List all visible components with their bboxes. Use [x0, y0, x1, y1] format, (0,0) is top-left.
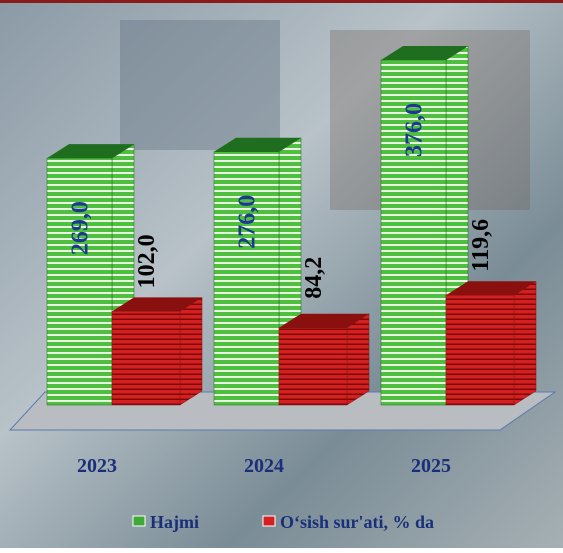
bar [380, 59, 447, 406]
bar [111, 311, 181, 406]
x-tick-label: 2024 [244, 455, 284, 477]
bar-top [112, 297, 202, 312]
bar-side [513, 280, 537, 406]
data-label: 269,0 [68, 201, 94, 255]
bar-side [179, 296, 203, 406]
x-tick-label: 2025 [411, 455, 451, 477]
bar [46, 157, 113, 406]
data-label: 276,0 [235, 195, 261, 249]
legend-swatch [262, 515, 276, 527]
bar [445, 295, 515, 406]
data-label: 84,2 [301, 257, 327, 299]
bar-top [446, 281, 536, 296]
legend-swatch [132, 515, 146, 527]
data-label: 376,0 [402, 103, 428, 157]
x-tick-label: 2023 [77, 455, 117, 477]
top-border [0, 0, 563, 3]
bar-top [279, 313, 369, 328]
photo-shade [120, 20, 280, 150]
bar-top [381, 46, 468, 60]
legend-label: Hajmi [150, 512, 199, 532]
bar [278, 327, 348, 406]
legend-label: O‘sish sur'ati, % da [280, 512, 434, 532]
bar [213, 151, 280, 406]
bar-top [214, 137, 301, 152]
bar-side [346, 313, 370, 406]
data-label: 119,6 [468, 219, 494, 272]
bar-top [47, 144, 134, 159]
data-label: 102,0 [134, 234, 160, 288]
